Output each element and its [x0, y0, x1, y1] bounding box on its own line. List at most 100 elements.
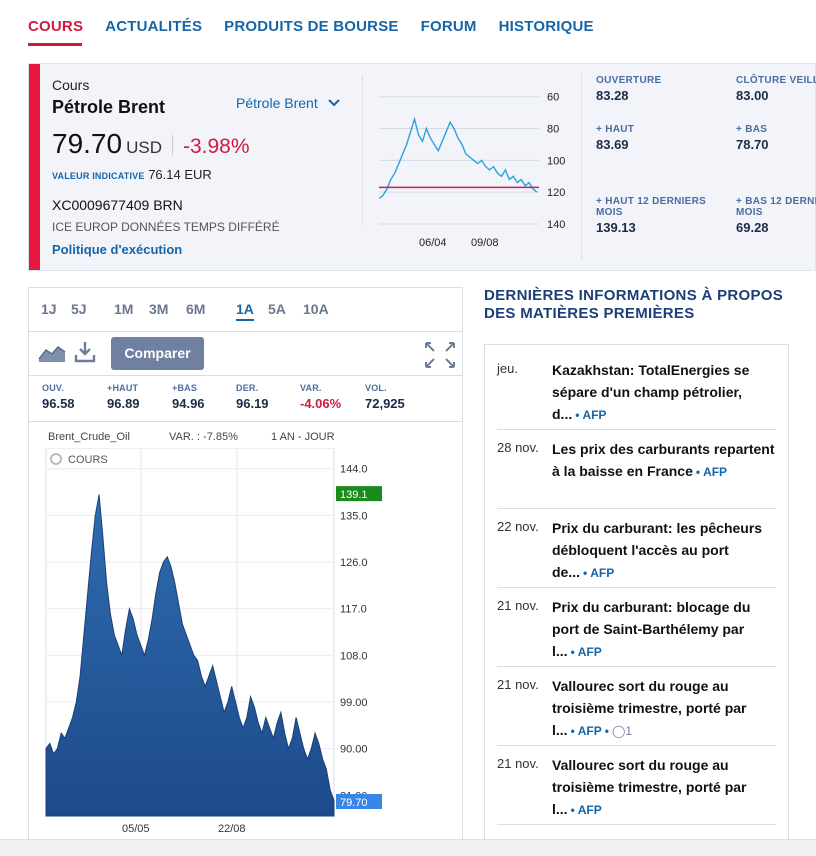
y-tick-label: 135.0	[340, 510, 368, 522]
period-5a[interactable]: 5A	[268, 301, 286, 317]
ohlc-label: DER.	[236, 383, 259, 393]
news-source: AFP	[577, 724, 602, 738]
news-date: 22 nov.	[497, 519, 539, 534]
separator-dot: •	[570, 645, 575, 659]
stat-label: CLÔTURE VEILLE	[736, 75, 816, 86]
news-list: jeu. Kazakhstan: TotalEnergies se sépare …	[484, 344, 789, 856]
news-title: Vallourec sort du rouge au troisième tri…	[552, 757, 747, 817]
last-price: 79.70	[52, 128, 123, 159]
download-icon[interactable]	[73, 340, 97, 364]
tab-cours[interactable]: COURS	[28, 18, 84, 35]
chart-variation: VAR. : -7.85%	[169, 431, 238, 443]
chevron-down-icon	[327, 99, 340, 107]
x-tick-label: 22/08	[218, 823, 246, 835]
isin-code: XC0009677409 BRN	[52, 197, 183, 213]
divider	[171, 135, 173, 155]
period-1j[interactable]: 1J	[41, 301, 57, 317]
stat-label: + HAUT	[596, 124, 635, 135]
news-item[interactable]: 28 nov. Les prix des carburants repartent…	[497, 430, 776, 509]
chart-range: 1 AN - JOUR	[271, 431, 335, 443]
tab-produits-de-bourse[interactable]: PRODUITS DE BOURSE	[224, 18, 399, 35]
tab-forum[interactable]: FORUM	[420, 18, 477, 35]
period-3m[interactable]: 3M	[149, 301, 169, 317]
ohlc-open: OUV. 96.58	[42, 383, 75, 411]
news-item[interactable]: 21 nov. Vallourec sort du rouge au troisi…	[497, 667, 776, 746]
news-title: Prix du carburant: les pêcheurs débloque…	[552, 520, 763, 580]
news-source: AFP	[577, 645, 602, 659]
indicative-label: VALEUR INDICATIVE	[52, 171, 145, 181]
period-1m[interactable]: 1M	[114, 301, 134, 317]
news-date: 21 nov.	[497, 756, 539, 771]
ohlc-value: -4.06%	[300, 396, 342, 411]
y-tick-label: 80	[547, 124, 559, 136]
news-headline[interactable]: Vallourec sort du rouge au troisième tri…	[552, 675, 776, 742]
period-5j[interactable]: 5J	[71, 301, 87, 317]
period-selector: 1J 5J 1M 3M 6M 1A 5A 10A	[29, 288, 462, 332]
ohlc-value: 72,925	[365, 396, 405, 411]
x-tick-label: 06/04	[419, 237, 447, 249]
y-tick-label: 99.00	[340, 697, 368, 709]
news-source: AFP	[703, 465, 728, 479]
ohlc-low: +BAS 94.96	[172, 383, 205, 411]
news-headline[interactable]: Prix du carburant: blocage du port de Sa…	[552, 596, 776, 663]
stat-high-12m: + HAUT 12 DERNIERS MOIS 139.13	[596, 196, 721, 235]
x-tick-label: 09/08	[471, 237, 499, 249]
gear-icon	[50, 453, 62, 465]
bottom-bar	[0, 839, 816, 856]
chart-symbol: Brent_Crude_Oil	[48, 431, 130, 443]
ohlc-label: VAR.	[300, 383, 322, 393]
news-headline[interactable]: Vallourec sort du rouge au troisième tri…	[552, 754, 776, 821]
news-item[interactable]: jeu. Kazakhstan: TotalEnergies se sépare …	[497, 351, 776, 430]
instrument-name: Pétrole Brent	[52, 97, 166, 117]
separator-dot: •	[583, 566, 588, 580]
stat-low-12m: + BAS 12 DERNIERS MOIS 69.28	[736, 196, 816, 235]
tab-historique[interactable]: HISTORIQUE	[498, 18, 594, 35]
y-tick-label: 120	[547, 187, 565, 199]
news-title: Kazakhstan: TotalEnergies se sépare d'un…	[552, 362, 750, 422]
period-1a[interactable]: 1A	[236, 301, 254, 321]
news-title: Les prix des carburants repartent à la b…	[552, 441, 775, 479]
ohlc-value: 96.58	[42, 396, 75, 411]
news-headline[interactable]: Kazakhstan: TotalEnergies se sépare d'un…	[552, 359, 776, 426]
tab-actualites[interactable]: ACTUALITÉS	[105, 18, 203, 35]
period-10a[interactable]: 10A	[303, 301, 329, 317]
high-marker-label: 139.1	[340, 489, 368, 501]
news-heading: DERNIÈRES INFORMATIONS À PROPOS DES MATI…	[484, 287, 784, 322]
compare-button[interactable]: Comparer	[111, 337, 204, 370]
ohlc-value: 96.89	[107, 396, 140, 411]
chart-type-icon[interactable]	[38, 343, 66, 363]
execution-policy-link[interactable]: Politique d'exécution	[52, 242, 183, 257]
ohlc-label: +HAUT	[107, 383, 139, 393]
mini-price-chart[interactable]: 140 120 100 80 60 06/04 09/08	[379, 82, 579, 252]
main-price-chart[interactable]: 144.0135.0126.0117.0108.099.0090.0081.00…	[44, 448, 414, 843]
separator-dot: •	[604, 724, 609, 738]
news-source: AFP	[582, 408, 607, 422]
y-tick-label: 126.0	[340, 557, 368, 569]
news-item[interactable]: 21 nov. Prix du carburant: blocage du por…	[497, 588, 776, 667]
stat-label: + BAS	[736, 124, 768, 135]
last-marker-label: 79.70	[340, 797, 368, 809]
news-date: 21 nov.	[497, 677, 539, 692]
stat-label: OUVERTURE	[596, 75, 662, 86]
fullscreen-icon[interactable]	[424, 341, 456, 369]
news-headline[interactable]: Les prix des carburants repartent à la b…	[552, 438, 776, 483]
stat-label: + BAS 12 DERNIERS MOIS	[736, 196, 816, 218]
separator-dot: •	[575, 408, 580, 422]
last-marker-badge	[336, 794, 382, 810]
period-6m[interactable]: 6M	[186, 301, 206, 317]
price-line: 79.70 USD -3.98%	[52, 128, 250, 160]
y-tick-label: 140	[547, 219, 565, 231]
high-marker-badge	[336, 486, 382, 502]
divider	[581, 74, 582, 259]
price-line	[379, 116, 538, 200]
news-item[interactable]: 21 nov. Vallourec sort du rouge au troisi…	[497, 746, 776, 825]
ohlc-value: 96.19	[236, 396, 269, 411]
news-date: 28 nov.	[497, 440, 539, 455]
y-tick-label: 117.0	[340, 604, 367, 616]
news-item[interactable]: 22 nov. Prix du carburant: les pêcheurs d…	[497, 509, 776, 588]
news-headline[interactable]: Prix du carburant: les pêcheurs débloque…	[552, 517, 776, 584]
stat-open: OUVERTURE 83.28	[596, 75, 736, 103]
ohlc-label: +BAS	[172, 383, 198, 393]
instrument-selector[interactable]: Pétrole Brent	[236, 95, 340, 111]
currency: USD	[126, 138, 162, 157]
